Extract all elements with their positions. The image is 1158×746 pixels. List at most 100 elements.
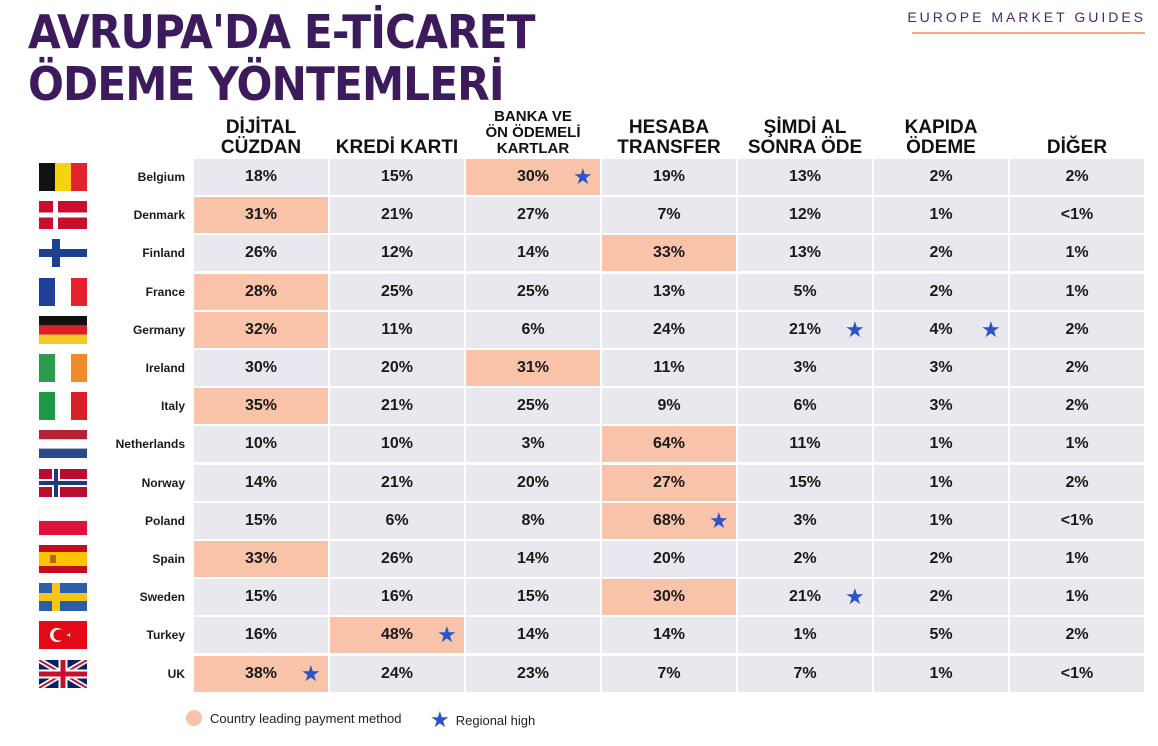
country-label: Norway <box>141 475 185 490</box>
belgium-flag-icon <box>39 163 87 191</box>
page-title: AVRUPA'DA E-TİCARET ÖDEME YÖNTEMLERİ <box>28 5 536 111</box>
table-cell: 24% <box>602 311 736 348</box>
table-cell: 1% <box>1010 426 1144 463</box>
table-cell: 1% <box>874 197 1008 234</box>
table-cell: 7% <box>738 655 872 692</box>
table-cell: 14% <box>602 617 736 654</box>
table-cell: 5% <box>874 617 1008 654</box>
table-cell: 5% <box>738 273 872 310</box>
table-cell: 16% <box>330 579 464 616</box>
table-cell: 20% <box>330 350 464 386</box>
table-cell: 6% <box>466 311 600 348</box>
table-cell: 33% <box>194 541 328 577</box>
table-cell: 1% <box>1010 541 1144 577</box>
table-cell: 2% <box>1010 350 1144 386</box>
table-cell: 1% <box>874 426 1008 463</box>
star-icon: ★ <box>430 707 450 732</box>
table-cell: 1% <box>1010 235 1144 272</box>
table-cell: 21% <box>330 197 464 234</box>
legend-leading-label: Country leading payment method <box>210 710 402 726</box>
table-cell: 27% <box>602 464 736 501</box>
table-cell: 2% <box>1010 464 1144 501</box>
table-cell: 30% <box>194 350 328 386</box>
regional-high-star-icon: ★ <box>709 507 729 533</box>
turkey-flag-icon <box>39 621 87 650</box>
table-cell: 2% <box>738 541 872 577</box>
table-cell: 1% <box>874 655 1008 692</box>
table-cell: 2% <box>874 579 1008 616</box>
country-label: France <box>145 284 185 299</box>
table-cell: 26% <box>330 541 464 577</box>
table-cell: 21% <box>738 311 872 348</box>
table-cell: <1% <box>1010 655 1144 692</box>
country-label: Ireland <box>145 361 185 375</box>
legend-leading: Country leading payment method <box>186 710 402 726</box>
column-header: KREDİ KARTI <box>335 137 459 158</box>
legend-regional-high-label: Regional high <box>455 712 536 728</box>
brand-label: EUROPE MARKET GUIDES <box>907 9 1146 25</box>
sweden-flag-icon <box>39 583 87 612</box>
table-cell: 14% <box>194 464 328 501</box>
country-label: Italy <box>160 399 185 414</box>
table-cell: 11% <box>738 426 872 463</box>
table-cell: 15% <box>466 579 600 616</box>
regional-high-star-icon: ★ <box>845 584 865 610</box>
table-cell: 2% <box>874 159 1008 195</box>
table-cell: 19% <box>602 159 736 195</box>
table-cell: 12% <box>330 235 464 272</box>
table-cell: 35% <box>194 388 328 425</box>
country-label: Netherlands <box>115 437 185 452</box>
table-cell: 11% <box>330 311 464 348</box>
table-cell: 25% <box>466 388 600 425</box>
country-label: Turkey <box>146 628 185 643</box>
regional-high-star-icon: ★ <box>301 660 321 686</box>
column-header: DİĞER <box>1046 137 1108 158</box>
table-cell: 68% <box>602 502 736 539</box>
table-cell: 18% <box>194 159 328 195</box>
table-cell: 15% <box>194 502 328 539</box>
country-label: Sweden <box>139 590 185 605</box>
denmark-flag-icon <box>39 201 87 230</box>
country-label: UK <box>167 666 185 681</box>
column-header: BANKA VE ÖN ÖDEMELİ KARTLAR <box>485 108 581 157</box>
table-cell: 15% <box>738 464 872 501</box>
country-label: Finland <box>142 246 185 261</box>
brand-underline <box>912 32 1145 34</box>
column-header: DİJİTAL CÜZDAN <box>220 117 302 158</box>
table-cell: 8% <box>466 502 600 539</box>
table-cell: 2% <box>1010 159 1144 195</box>
table-cell: 6% <box>330 502 464 539</box>
title-line-1: AVRUPA'DA E-TİCARET <box>28 5 536 59</box>
table-cell: 48% <box>330 617 464 654</box>
table-cell: 33% <box>602 235 736 272</box>
table-cell: <1% <box>1010 197 1144 234</box>
table-cell: 9% <box>602 388 736 425</box>
country-label: Poland <box>144 513 185 528</box>
country-label: Belgium <box>137 170 185 184</box>
title-line-2: ÖDEME YÖNTEMLERİ <box>28 57 505 111</box>
column-header: ŞİMDİ AL SONRA ÖDE <box>747 117 863 158</box>
table-cell: 23% <box>466 655 600 692</box>
table-cell: 27% <box>466 197 600 234</box>
table-cell: 6% <box>738 388 872 425</box>
table-cell: 14% <box>466 541 600 577</box>
table-cell: <1% <box>1010 502 1144 539</box>
table-cell: 26% <box>194 235 328 272</box>
table-cell: 3% <box>874 350 1008 386</box>
table-cell: 3% <box>874 388 1008 425</box>
norway-flag-icon <box>39 468 87 497</box>
uk-flag-icon <box>37 657 89 690</box>
table-cell: 16% <box>194 617 328 654</box>
table-cell: 21% <box>738 579 872 616</box>
table-cell: 10% <box>194 426 328 463</box>
table-cell: 7% <box>602 655 736 692</box>
table-cell: 13% <box>602 273 736 310</box>
table-cell: 30% <box>602 579 736 616</box>
column-header: KAPIDA ÖDEME <box>904 117 978 158</box>
table-cell: 64% <box>602 426 736 463</box>
table-cell: 2% <box>1010 311 1144 348</box>
table-cell: 1% <box>738 617 872 654</box>
table-cell: 2% <box>874 273 1008 310</box>
regional-high-star-icon: ★ <box>845 316 865 342</box>
spain-flag-icon <box>39 545 87 573</box>
